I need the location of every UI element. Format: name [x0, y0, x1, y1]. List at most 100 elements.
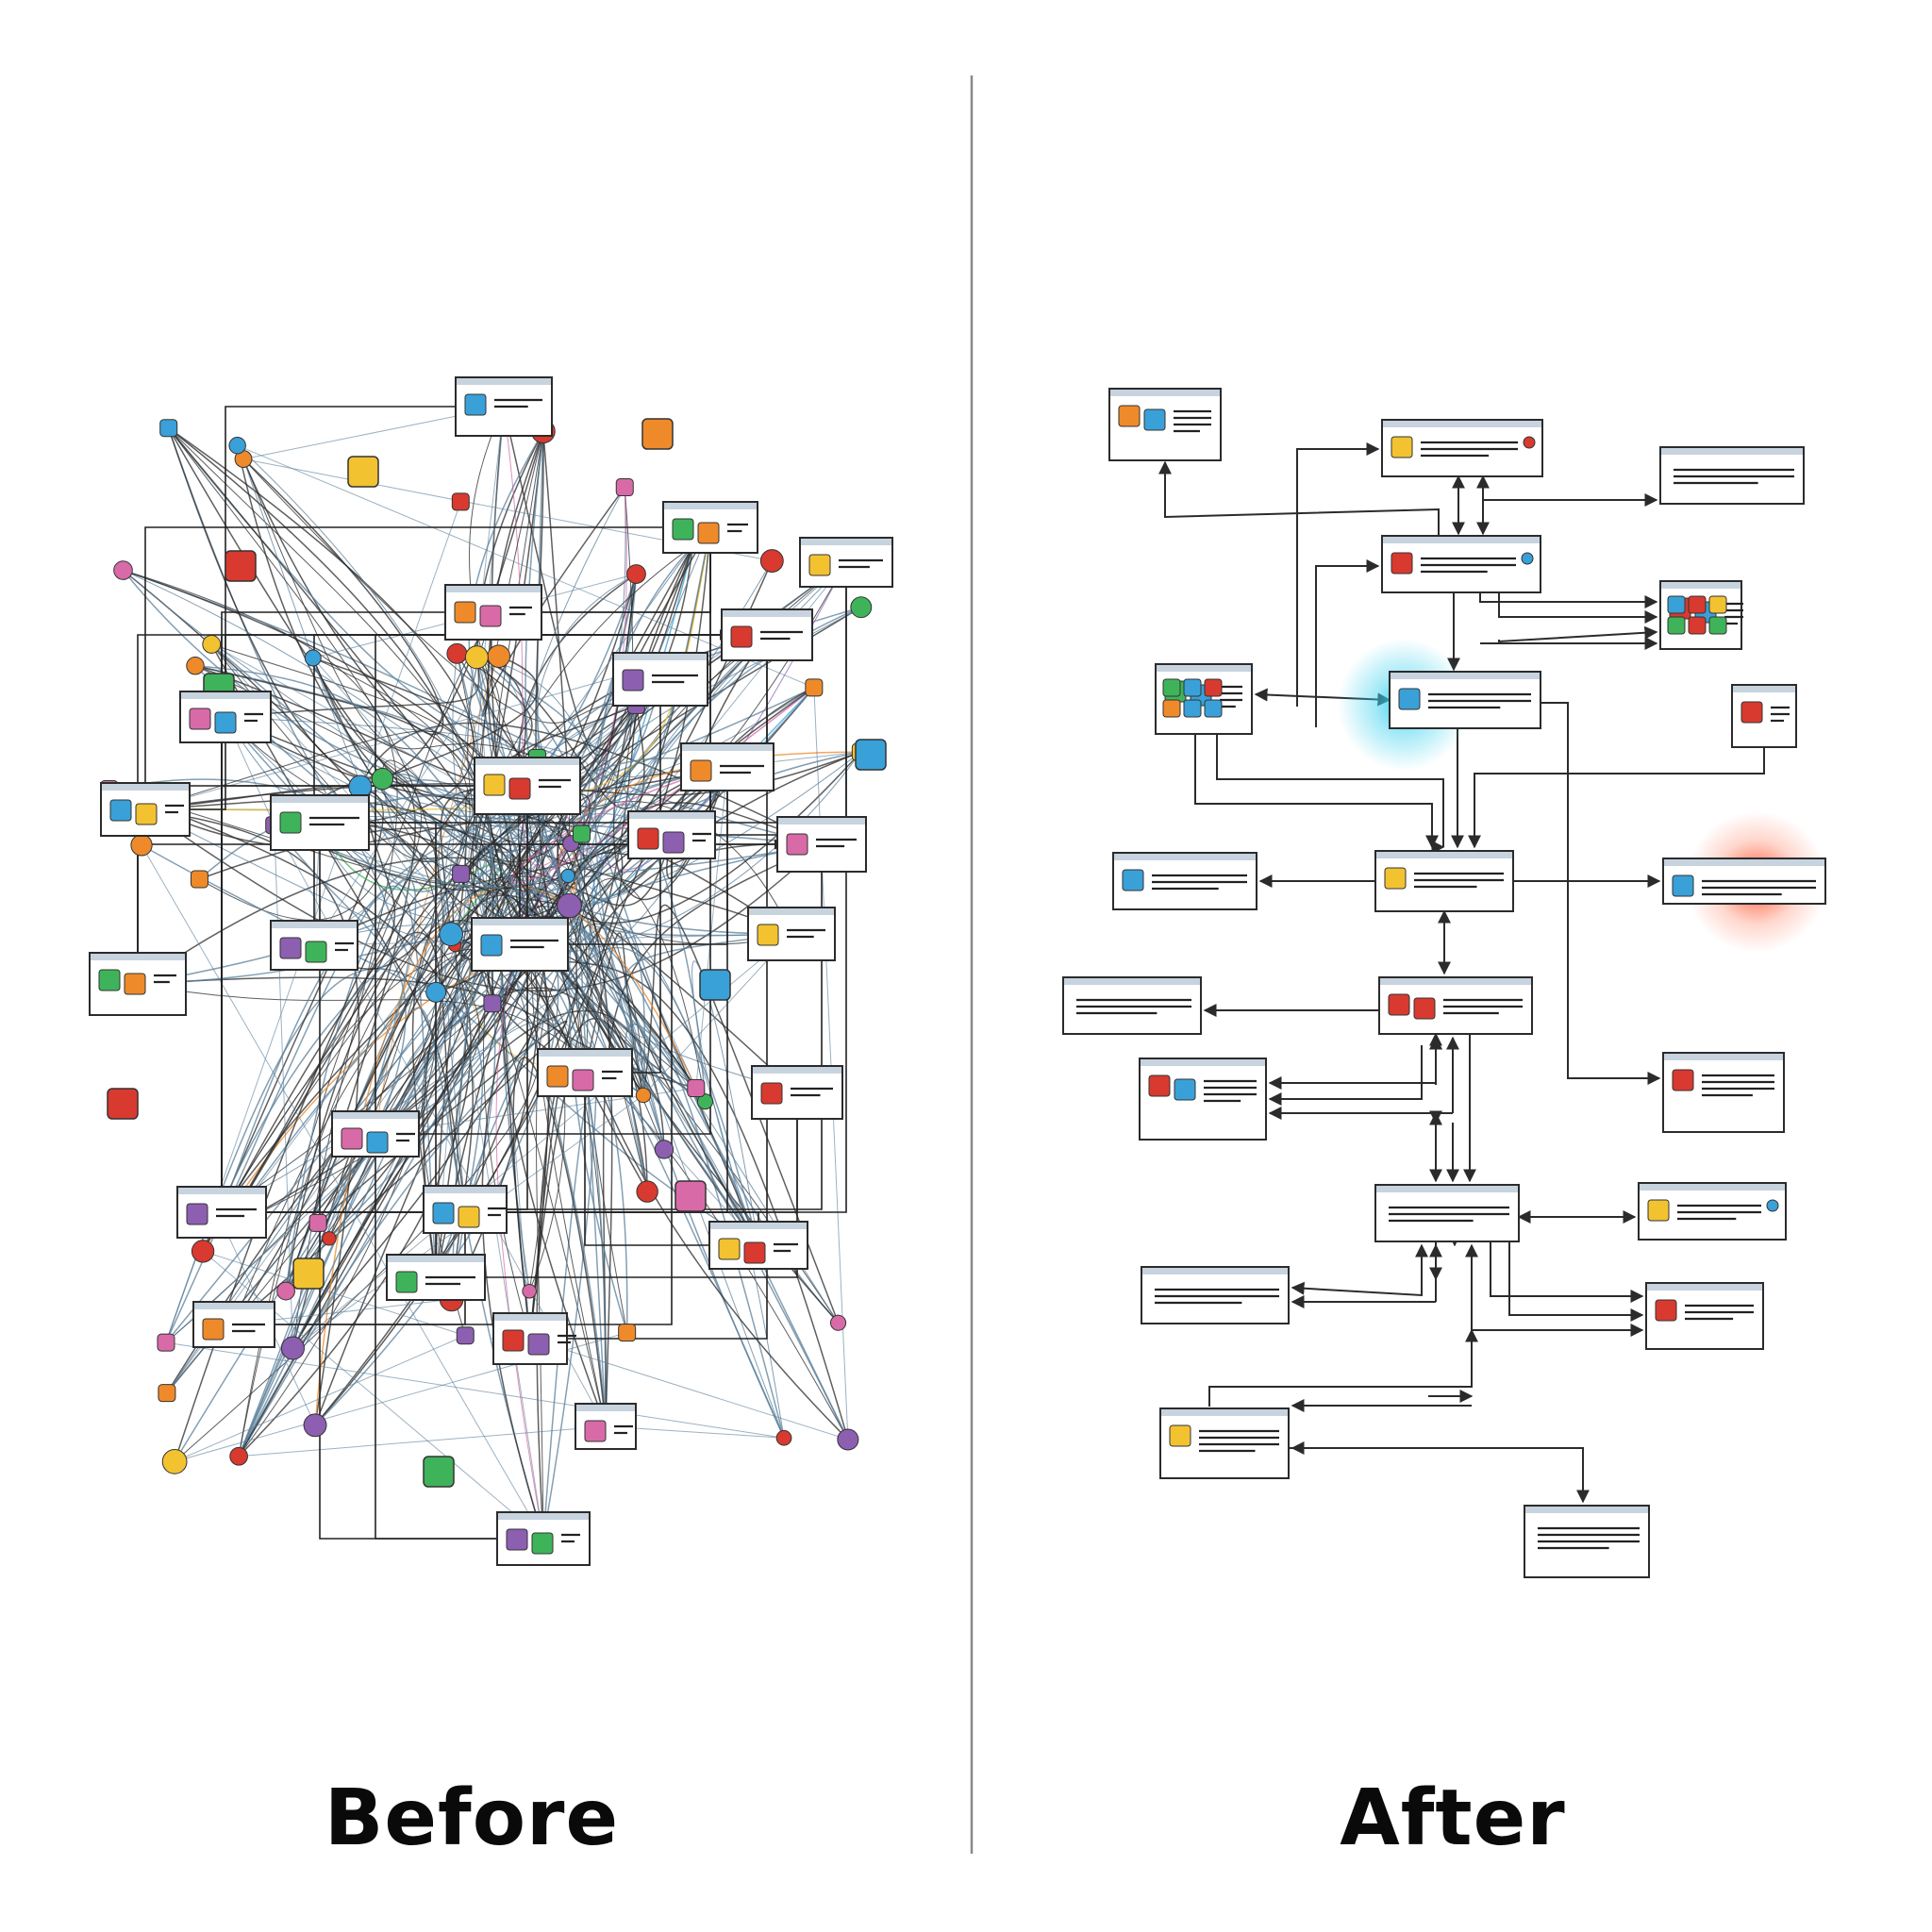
- after-window-card: [1374, 850, 1514, 912]
- before-window-card: [270, 794, 370, 851]
- wire: [239, 1425, 607, 1457]
- connector: [144, 522, 675, 809]
- after-diagram: [1062, 388, 1827, 1578]
- node-icon: [622, 669, 644, 691]
- node-icon: [1740, 701, 1763, 724]
- shape-node: [202, 635, 222, 654]
- shape-node: [805, 678, 824, 697]
- node-icon: [1388, 993, 1410, 1016]
- before-window-card: [386, 1254, 486, 1301]
- title-bar: [473, 919, 567, 925]
- shape-node: [615, 478, 634, 497]
- title-bar: [272, 796, 368, 803]
- connector: [491, 635, 768, 1344]
- node-icon: [458, 1206, 480, 1228]
- shape-node: [675, 1180, 707, 1212]
- node-icon: [395, 1271, 418, 1293]
- grid-tile: [1162, 678, 1181, 697]
- wire: [202, 1250, 544, 1540]
- before-window-card: [89, 952, 187, 1016]
- connector: [319, 823, 508, 1544]
- title-bar: [178, 1188, 265, 1194]
- wire: [238, 877, 417, 1457]
- wire: [382, 774, 792, 935]
- connector: [182, 767, 728, 1218]
- title-bar: [1064, 978, 1200, 985]
- title-bar: [494, 1314, 566, 1321]
- grid-tile: [1183, 678, 1202, 697]
- shape-node: [425, 981, 447, 1003]
- after-window-card: [1524, 1505, 1650, 1578]
- connector-arrow: [1289, 1447, 1590, 1504]
- title-bar: [1383, 537, 1540, 543]
- after-window-card: [1381, 419, 1543, 477]
- title-bar: [388, 1256, 484, 1262]
- status-badge: [1766, 1199, 1779, 1212]
- wire: [238, 824, 407, 1457]
- after-window-card: [1108, 388, 1222, 461]
- connector-arrow: [1194, 734, 1439, 849]
- node-icon: [279, 811, 302, 834]
- grid-tile: [1204, 678, 1223, 697]
- title-bar: [446, 586, 541, 592]
- title-bar: [333, 1112, 418, 1119]
- shape-node: [439, 922, 463, 947]
- title-bar: [498, 1513, 589, 1520]
- connector-arrow: [1490, 1241, 1644, 1303]
- shape-node: [130, 834, 153, 857]
- title-bar: [723, 610, 811, 617]
- title-bar: [1380, 978, 1531, 985]
- wire: [498, 656, 697, 1089]
- node-icon: [637, 827, 659, 850]
- wire: [497, 656, 707, 1102]
- title-bar: [1647, 1284, 1762, 1291]
- shape-node: [113, 560, 133, 580]
- node-icon: [1413, 997, 1436, 1020]
- status-badge: [1521, 552, 1534, 565]
- before-window-card: [474, 757, 581, 815]
- node-icon: [502, 1329, 525, 1352]
- wire: [274, 824, 293, 1349]
- shape-node: [276, 1281, 295, 1301]
- shape-node: [696, 1093, 713, 1110]
- after-window-card: [1139, 1058, 1267, 1141]
- node-icon: [1655, 1299, 1677, 1322]
- title-bar: [457, 378, 551, 385]
- grid-tile: [1688, 595, 1707, 614]
- shape-node: [855, 739, 887, 771]
- shape-node: [157, 1333, 175, 1352]
- title-bar: [778, 818, 865, 824]
- shape-node: [557, 892, 582, 919]
- connector: [194, 835, 673, 1330]
- title-bar: [91, 954, 185, 960]
- shape-node: [687, 1079, 706, 1098]
- title-bar: [801, 539, 891, 545]
- node-icon: [672, 518, 694, 541]
- after-window-card: [1141, 1266, 1290, 1324]
- title-bar: [102, 784, 189, 791]
- node-icon: [690, 759, 712, 782]
- node-icon: [186, 1203, 208, 1225]
- title-bar: [1161, 1409, 1288, 1416]
- title-bar: [749, 908, 834, 915]
- shape-node: [371, 767, 394, 791]
- wire: [237, 444, 487, 1291]
- node-icon: [760, 1082, 783, 1105]
- organized-connectors: [1158, 442, 1765, 1504]
- node-icon: [454, 601, 476, 624]
- after-window-card: [1381, 535, 1541, 593]
- grid-tile: [1688, 616, 1707, 635]
- shape-node: [186, 656, 205, 675]
- title-bar: [1664, 859, 1824, 866]
- wire: [813, 687, 849, 1440]
- title-bar: [1661, 582, 1740, 589]
- wire: [225, 716, 673, 839]
- node-icon: [341, 1127, 363, 1150]
- grid-tile: [1708, 595, 1727, 614]
- connector-arrow: [1498, 592, 1658, 624]
- before-window-card: [708, 1221, 808, 1270]
- node-icon: [1169, 1424, 1191, 1447]
- before-window-card: [537, 1048, 633, 1097]
- shape-node: [572, 824, 591, 843]
- after-window-card: [1645, 1282, 1764, 1350]
